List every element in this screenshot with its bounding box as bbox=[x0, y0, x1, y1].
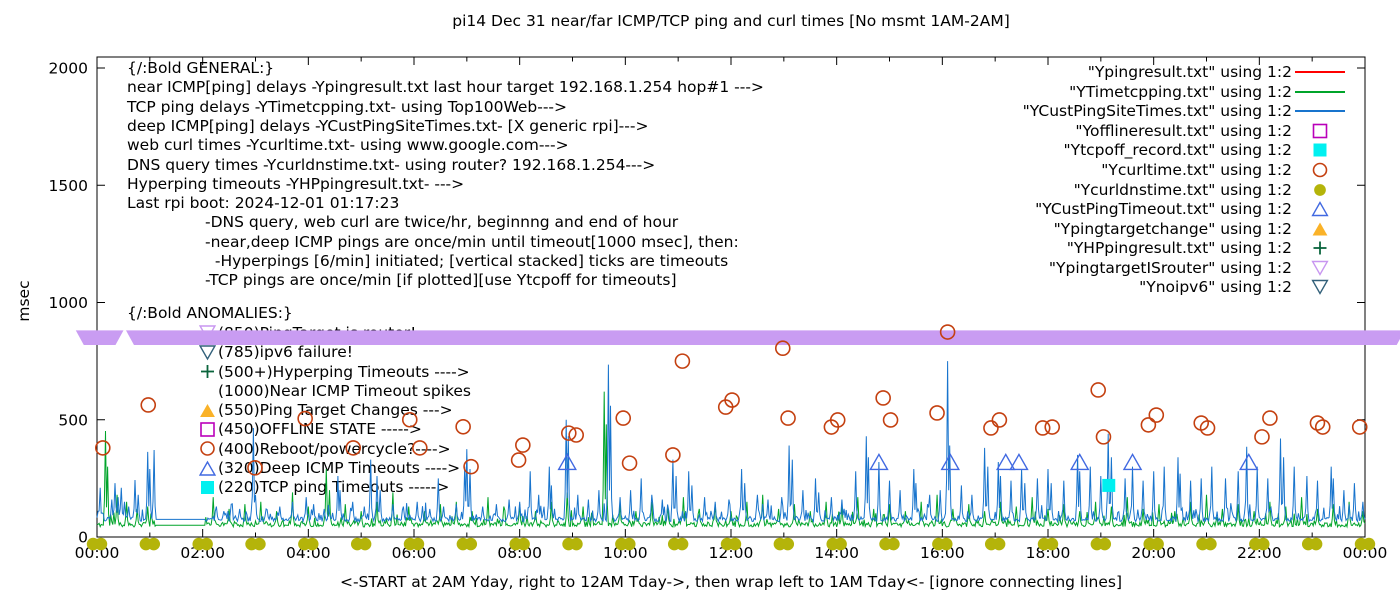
scatter-Ytcpoff_record.txt bbox=[1102, 478, 1116, 492]
anomaly-text: (320)Deep ICMP Timeouts ----> bbox=[218, 459, 461, 478]
x-axis-label: <-START at 2AM Yday, right to 12AM Tday-… bbox=[339, 573, 1123, 591]
anomaly-item: (450)OFFLINE STATE -----> bbox=[199, 420, 422, 439]
y-tick-label: 500 bbox=[58, 411, 88, 429]
anomaly-text: (1000)Near ICMP Timeout spikes bbox=[218, 381, 472, 400]
x-tick-label: 04:00 bbox=[286, 544, 331, 562]
x-tick-label: 00:00 bbox=[75, 544, 120, 562]
plus-icon bbox=[201, 365, 214, 379]
general-line: Last rpi boot: 2024-12-01 01:17:23 bbox=[127, 194, 400, 213]
anomaly-item: (400)Reboot/powercycle?----> bbox=[199, 439, 451, 458]
band-YpingtargetISrouter bbox=[125, 330, 1400, 345]
x-tick-label: 00:00 bbox=[1343, 544, 1388, 562]
series-YTimetcpping.txt bbox=[96, 391, 1366, 529]
note-line: -near,deep ICMP pings are once/min until… bbox=[205, 232, 739, 251]
anomaly-item: (320)Deep ICMP Timeouts ----> bbox=[199, 458, 460, 477]
plot-border bbox=[96, 56, 1366, 538]
x-tick-label: 02:00 bbox=[180, 544, 225, 562]
x-tick-label: 18:00 bbox=[1026, 544, 1071, 562]
anomaly-item: (500+)Hyperping Timeouts ----> bbox=[199, 362, 470, 381]
anomaly-item: (785)ipv6 failure! bbox=[199, 343, 353, 362]
y-tick-label: 1500 bbox=[49, 177, 88, 195]
band-YpingtargetISrouter bbox=[75, 330, 124, 345]
general-line: near ICMP[ping] delays -Ypingresult.txt … bbox=[127, 78, 764, 97]
chart-title: pi14 Dec 31 near/far ICMP/TCP ping and c… bbox=[452, 12, 1010, 30]
general-line: DNS query times -Ycurldnstime.txt- using… bbox=[127, 155, 656, 174]
x-tick-label: 22:00 bbox=[1237, 544, 1282, 562]
anomaly-text: (400)Reboot/powercycle?----> bbox=[218, 439, 451, 458]
x-tick-label: 06:00 bbox=[392, 544, 437, 562]
series-YCustPingSiteTimes.txt bbox=[96, 361, 1366, 524]
triangle-up-open-icon bbox=[199, 460, 216, 476]
triangle-up-filled-icon bbox=[200, 403, 215, 417]
anomalies-heading: {/:Bold ANOMALIES:} bbox=[127, 304, 293, 322]
note-line: -TCP pings are once/min [if plotted][use… bbox=[205, 271, 677, 290]
scatter-Ycurltime.txt bbox=[95, 324, 1368, 476]
triangle-down-open-icon bbox=[199, 345, 216, 361]
anomaly-item: (1000)Near ICMP Timeout spikes bbox=[199, 381, 471, 400]
x-tick-label: 20:00 bbox=[1131, 544, 1176, 562]
anomaly-item: (550)Ping Target Changes ---> bbox=[199, 401, 453, 420]
anomaly-text: (500+)Hyperping Timeouts ----> bbox=[218, 362, 470, 381]
general-line: Hyperping timeouts -YHPpingresult.txt- -… bbox=[127, 174, 465, 193]
x-tick-label: 12:00 bbox=[709, 544, 754, 562]
y-tick-label: 1000 bbox=[49, 294, 88, 312]
scatter-Ycurldnstime.txt bbox=[86, 537, 1376, 551]
note-line: -Hyperpings [6/min] initiated; [vertical… bbox=[205, 252, 729, 270]
square-open-icon bbox=[200, 422, 215, 437]
general-line: web curl times -Ycurltime.txt- using www… bbox=[127, 136, 569, 155]
x-tick-label: 10:00 bbox=[603, 544, 648, 562]
y-axis-label: msec bbox=[15, 280, 33, 322]
general-line: TCP ping delays -YTimetcpping.txt- using… bbox=[127, 97, 568, 116]
circle-open-icon bbox=[200, 441, 215, 457]
anomaly-text: (785)ipv6 failure! bbox=[218, 343, 353, 362]
y-tick-label: 0 bbox=[78, 529, 88, 547]
note-line: -DNS query, web curl are twice/hr, begin… bbox=[205, 213, 679, 232]
x-tick-label: 16:00 bbox=[920, 544, 965, 562]
general-line: deep ICMP[ping] delays -YCustPingSiteTim… bbox=[127, 116, 649, 135]
x-tick-label: 08:00 bbox=[497, 544, 542, 562]
anomaly-text: (220)TCP ping Timeouts -----> bbox=[218, 478, 450, 497]
y-tick-label: 2000 bbox=[49, 60, 88, 78]
anomaly-text: (550)Ping Target Changes ---> bbox=[218, 401, 453, 420]
anomaly-text: (450)OFFLINE STATE -----> bbox=[218, 420, 422, 439]
square-filled-icon bbox=[201, 480, 214, 494]
x-tick-label: 14:00 bbox=[814, 544, 859, 562]
scatter-YCustPingTimeout.txt bbox=[557, 453, 1259, 471]
anomaly-item: (220)TCP ping Timeouts -----> bbox=[199, 478, 449, 497]
general-heading: {/:Bold GENERAL:} bbox=[127, 59, 275, 77]
